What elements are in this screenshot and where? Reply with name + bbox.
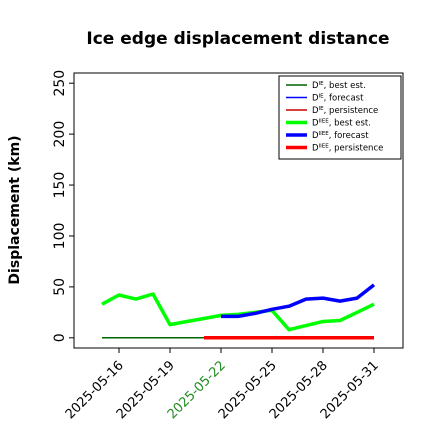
series-line-3 <box>101 292 375 332</box>
plot-frame <box>73 72 404 349</box>
legend-label-0: DIE, best est. <box>312 81 366 91</box>
legend-label-2: DIE, persistence <box>312 106 378 116</box>
legend: DIE, best est. DIE, forecast DIE, persiste… <box>278 75 402 160</box>
y-tick-label: 150 <box>52 172 68 199</box>
legend-label-5: DIIEE, persistence <box>312 144 383 154</box>
legend-box <box>278 75 402 160</box>
y-tick-label: 0 <box>52 333 68 342</box>
y-tick-label: 50 <box>52 278 68 296</box>
series-line-4 <box>221 283 376 319</box>
legend-label-1: DIE, forecast <box>312 94 364 104</box>
y-axis-label: Displacement (km) <box>7 135 23 284</box>
legend-label-4: DIIEE, forecast <box>312 131 369 141</box>
y-tick-label: 100 <box>52 223 68 250</box>
legend-label-3: DIIEE, best est. <box>312 119 371 129</box>
chart-title: Ice edge displacement distance <box>86 29 389 49</box>
y-tick-label: 200 <box>52 121 68 148</box>
y-tick-label: 250 <box>52 70 68 97</box>
